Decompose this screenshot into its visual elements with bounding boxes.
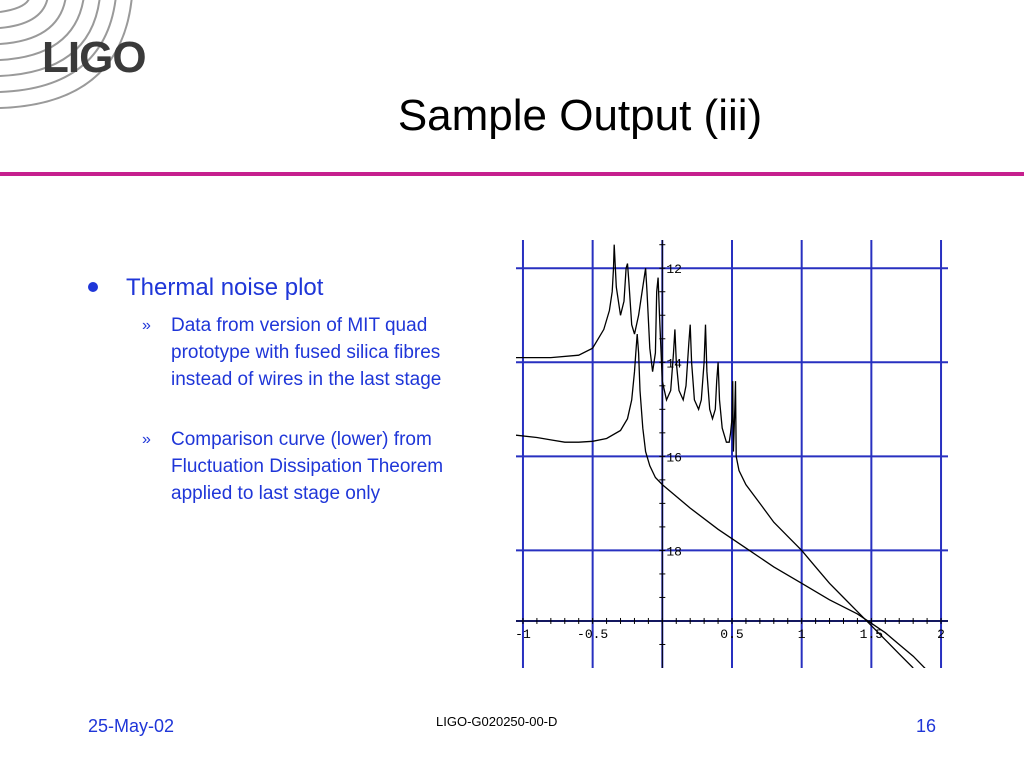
x-tick-label: -1 <box>516 627 531 642</box>
sub-bullet-item: » Data from version of MIT quad prototyp… <box>142 312 482 393</box>
logo-arcs-icon <box>0 0 133 109</box>
x-tick-label: 2 <box>937 627 945 642</box>
y-tick-label: 18 <box>666 544 682 559</box>
y-tick-label: 12 <box>666 262 682 277</box>
title-divider <box>0 172 1024 176</box>
x-tick-label: -0.5 <box>577 627 608 642</box>
x-tick-label: 0.5 <box>720 627 743 642</box>
bullet-text: Thermal noise plot <box>126 274 324 301</box>
slide-title: Sample Output (iii) <box>397 91 763 140</box>
y-tick-label: 16 <box>666 450 682 465</box>
sub-bullet-item: » Comparison curve (lower) from Fluctuat… <box>142 426 482 507</box>
footer-page-number: 16 <box>916 716 937 736</box>
logo-text: LIGO <box>42 33 147 82</box>
x-tick-label: 1 <box>798 627 806 642</box>
sub-bullet-text: Data from version of MIT quad prototype … <box>171 315 442 390</box>
footer-date: 25-May-02 <box>88 716 175 736</box>
footer-document-id: LIGO-G020250-00-D <box>436 714 558 729</box>
series-line-lower <box>516 334 926 668</box>
y-tick-label: 14 <box>666 356 682 371</box>
thermal-noise-chart: -1 -0.5 0.5 1 1.5 2 12 14 16 18 <box>516 240 948 668</box>
sub-bullet-marker: » <box>142 317 151 334</box>
sub-bullet-marker: » <box>142 431 151 448</box>
series-line-upper <box>516 244 914 668</box>
bullet-dot-icon <box>88 282 98 292</box>
ligo-logo: LIGO <box>0 0 160 110</box>
sub-bullet-text: Comparison curve (lower) from Fluctuatio… <box>171 429 444 504</box>
